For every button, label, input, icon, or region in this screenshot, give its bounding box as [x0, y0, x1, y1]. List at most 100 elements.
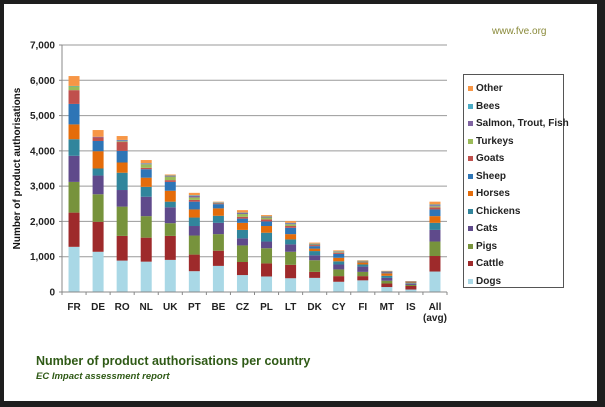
bar-segment-sheep: [429, 209, 441, 217]
bar-segment-bees: [236, 212, 248, 214]
x-tick-label: UK: [163, 302, 178, 313]
bar-segment-sheep: [357, 261, 369, 263]
bar-segment-goats: [429, 207, 441, 210]
bar-segment-cattle: [164, 235, 176, 260]
x-tick-label: All: [429, 302, 442, 313]
bar-segment-cattle: [333, 276, 345, 282]
source-label: www.fve.org: [492, 26, 547, 37]
bar-segment-turkeys: [164, 176, 176, 181]
bar-segment-dogs: [285, 278, 297, 292]
bar-segment-horses: [405, 282, 417, 284]
bar-segment-chickens: [261, 232, 273, 242]
bar-segment-bees: [164, 175, 176, 177]
bar-segment-turkeys: [212, 203, 224, 204]
bar-segment-other: [212, 201, 224, 203]
bar-segment-cattle: [68, 212, 80, 247]
legend-swatch: [468, 261, 473, 267]
bar-segment-salmon-trout-fish: [212, 202, 224, 204]
bar-segment-goats: [236, 216, 248, 219]
legend-swatch: [468, 243, 473, 249]
y-tick-label: 7,000: [30, 41, 55, 52]
legend-item: Horses: [464, 185, 563, 203]
x-tick-label: PL: [260, 302, 273, 313]
bar-segment-horses: [285, 234, 297, 240]
bar-segment-pigs: [68, 181, 80, 213]
legend-swatch: [468, 191, 473, 197]
bar-segment-cats: [429, 229, 441, 242]
bar-segment-cattle: [285, 264, 297, 279]
bar-segment-chickens: [333, 261, 345, 265]
bar-segment-other: [116, 136, 128, 140]
bar-segment-chickens: [405, 283, 417, 284]
bar-segment-goats: [164, 180, 176, 182]
bar-stack: [381, 270, 393, 292]
y-tick-label: 2,000: [30, 217, 55, 228]
legend-item: Pigs: [464, 238, 563, 256]
bar-segment-horses: [429, 216, 441, 223]
legend-item: Turkeys: [464, 133, 563, 151]
bar-segment-chickens: [285, 239, 297, 245]
bar-stack: [405, 281, 417, 292]
bar-segment-cattle: [212, 250, 224, 266]
bar-segment-bees: [68, 85, 80, 87]
bar-segment-horses: [357, 262, 369, 265]
bar-segment-chickens: [164, 201, 176, 208]
legend-label: Goats: [476, 153, 505, 165]
bar-segment-turkeys: [116, 141, 128, 143]
x-tick-label: DE: [91, 302, 105, 313]
x-tick-label: CY: [332, 302, 346, 313]
legend-label: Bees: [476, 100, 500, 112]
bar-stack: [333, 250, 345, 292]
legend-swatch: [468, 226, 473, 232]
legend-swatch: [468, 86, 473, 92]
bar-segment-goats: [68, 90, 80, 104]
bar-segment-sheep: [164, 181, 176, 191]
bar-segment-cats: [333, 264, 345, 270]
bar-segment-chickens: [188, 217, 200, 227]
legend-swatch: [468, 208, 473, 214]
bar-segment-bees: [309, 243, 321, 245]
bar-segment-turkeys: [140, 164, 152, 168]
bar-segment-dogs: [92, 251, 104, 292]
x-tick-label: NL: [140, 302, 153, 313]
bar-segment-horses: [92, 151, 104, 169]
legend-label: Salmon, Trout, Fish: [476, 118, 569, 130]
bar-stack: [357, 260, 369, 292]
bar-stack: [68, 76, 80, 292]
bar-segment-goats: [309, 245, 321, 247]
bar-segment-cattle: [116, 235, 128, 261]
bar-segment-other: [236, 210, 248, 213]
legend-swatch: [468, 121, 473, 127]
bar-segment-cats: [236, 238, 248, 246]
y-axis-label: Number of product authorisations: [12, 87, 23, 249]
x-tick-label: PT: [188, 302, 201, 313]
bar-segment-sheep: [188, 201, 200, 210]
bar-segment-salmon-trout-fish: [92, 136, 104, 138]
bar-segment-sheep: [92, 140, 104, 152]
bar-segment-bees: [333, 251, 345, 252]
bar-segment-bees: [285, 222, 297, 224]
bar-segment-cats: [140, 196, 152, 217]
bar-segment-other: [429, 201, 441, 205]
bar-segment-pigs: [381, 280, 393, 284]
bar-segment-pigs: [285, 251, 297, 265]
legend-label: Pigs: [476, 240, 498, 252]
bar-segment-cattle: [405, 286, 417, 290]
bar-segment-sheep: [212, 204, 224, 209]
bar-segment-pigs: [140, 216, 152, 238]
bar-segment-pigs: [92, 194, 104, 222]
bar-segment-bees: [429, 204, 441, 206]
bar-segment-cats: [261, 241, 273, 249]
bar-segment-goats: [140, 167, 152, 170]
bar-segment-chickens: [68, 139, 80, 156]
bar-segment-horses: [333, 257, 345, 262]
bar-segment-goats: [357, 261, 369, 262]
bar-stack: [309, 242, 321, 292]
bar-segment-turkeys: [333, 252, 345, 253]
bar-segment-chickens: [92, 168, 104, 176]
bar-segment-turkeys: [261, 217, 273, 220]
bar-segment-salmon-trout-fish: [309, 244, 321, 245]
bar-segment-cats: [357, 266, 369, 272]
legend-item: Bees: [464, 98, 563, 116]
legend-item: Goats: [464, 150, 563, 168]
